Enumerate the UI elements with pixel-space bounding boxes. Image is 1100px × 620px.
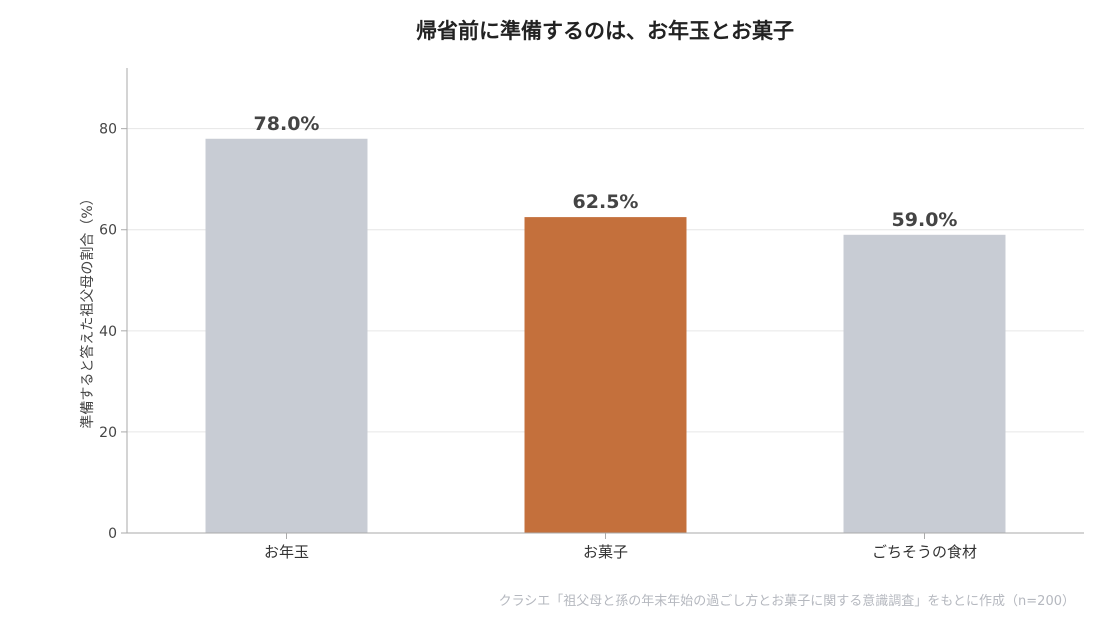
y-tick-label: 0 — [108, 526, 117, 542]
x-tick-label: ごちそうの食材 — [872, 543, 977, 561]
y-tick-label: 80 — [99, 122, 117, 138]
y-tick-label: 60 — [99, 223, 117, 239]
y-axis-title: 準備すると答えた祖父母の割合（%） — [79, 191, 96, 428]
y-tick-label: 20 — [99, 425, 117, 441]
bar-1 — [205, 138, 368, 533]
source-note: クラシエ「祖父母と孫の年末年始の過ごし方とお菓子に関する意識調査」をもとに作成（… — [499, 593, 1075, 609]
bar-value-label: 78.0% — [254, 113, 320, 135]
x-tick-label: お年玉 — [264, 543, 309, 561]
bar-value-label: 59.0% — [892, 209, 958, 231]
bar-layer: 78.0% 62.5% 59.0% — [205, 113, 1006, 534]
chart-title: 帰省前に準備するのは、お年玉とお菓子 — [416, 19, 794, 43]
y-tick-label: 40 — [99, 324, 117, 340]
bar-3 — [843, 234, 1006, 534]
x-tick-label: お菓子 — [583, 543, 628, 561]
bar-2 — [524, 217, 687, 533]
axis-layer: 0 20 40 60 80 お年玉 お菓子 ごちそうの食材 — [99, 68, 1084, 561]
bar-value-label: 62.5% — [573, 191, 639, 213]
